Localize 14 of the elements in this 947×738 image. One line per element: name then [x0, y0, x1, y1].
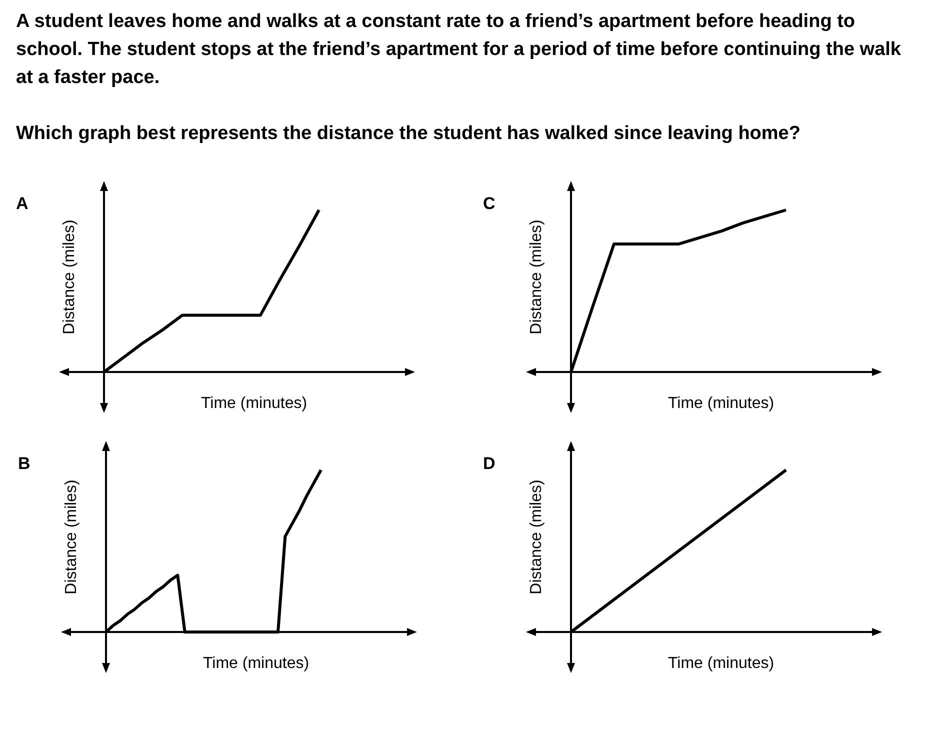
text: A student leaves home and walks at a constant rate to a friend’s apartment before heading to school. The student stops at the friend’s apartment for a period of time before continuing the walk at a faster pace. — [16, 10, 902, 90]
y-axis-title: Distance (miles) — [61, 220, 78, 334]
chart-title: B — [18, 454, 30, 473]
text: Which graph best represents the distance the student has walked since leaving home? — [16, 122, 802, 146]
y-axis-title: Distance (miles) — [63, 480, 80, 594]
chart-title: C — [483, 194, 496, 213]
y-axis-title: Distance (miles) — [528, 480, 545, 594]
x-axis-title: Time (minutes) — [668, 395, 774, 412]
x-axis-title: Time (minutes) — [202, 655, 310, 672]
chart-title: D — [483, 454, 496, 473]
x-axis-title: Time (minutes) — [200, 395, 308, 412]
y-axis-title: Distance (miles) — [528, 220, 545, 334]
x-axis-title: Time (minutes) — [668, 655, 774, 672]
chart-title: A — [16, 194, 28, 213]
